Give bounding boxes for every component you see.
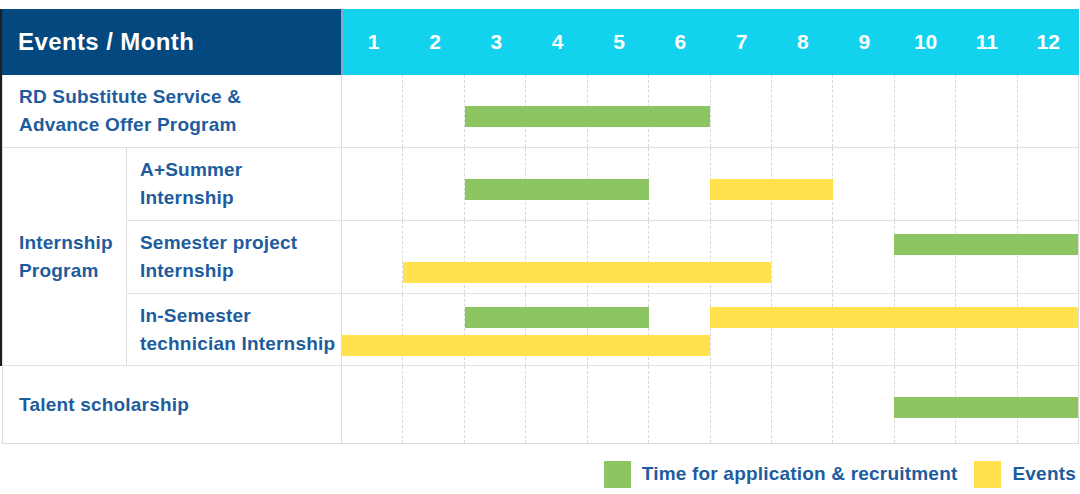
row-in-semester-technician-internship: In-Semester technician Internship — [127, 293, 1078, 365]
month-gridline-cell — [771, 294, 832, 365]
month-gridline-cell — [402, 366, 463, 443]
page-left-edge — [0, 9, 2, 366]
month-gridline-cell — [832, 75, 893, 147]
month-gridline-cell — [832, 366, 893, 443]
gantt-grid-row-a-plus-summer — [342, 148, 1078, 220]
month-gridline-cell — [771, 366, 832, 443]
row-a-plus-summer-internship: A+Summer Internship — [127, 148, 1078, 220]
month-gridline-cell — [771, 221, 832, 293]
gantt-bar-green — [465, 307, 649, 328]
gantt-bar-yellow — [342, 335, 710, 356]
row-label-in-semester-technician: In-Semester technician Internship — [127, 294, 342, 365]
table-header-row: Events / Month 1 2 3 4 5 6 7 8 9 10 11 1… — [2, 9, 1079, 75]
month-gridline-cell — [955, 221, 1016, 293]
month-gridline-cell — [342, 221, 402, 293]
row-label-semester-project: Semester project Internship — [127, 221, 342, 293]
month-gridline-cell — [710, 75, 771, 147]
row-label-line: Talent scholarship — [19, 391, 341, 419]
month-gridline-cell — [1017, 221, 1078, 293]
row-label-talent-scholarship: Talent scholarship — [3, 366, 342, 443]
month-gridline-cell — [1017, 294, 1078, 365]
internship-program-subrows: A+Summer Internship Semester project Int… — [127, 148, 1078, 365]
month-gridline-cell — [894, 221, 955, 293]
month-header-5: 5 — [588, 9, 649, 75]
month-gridline-cell — [342, 75, 402, 147]
gantt-grid-row-talent — [342, 366, 1078, 443]
row-label-a-plus-summer: A+Summer Internship — [127, 148, 342, 220]
month-gridline-cell — [832, 148, 893, 220]
month-gridline-cell — [894, 75, 955, 147]
group-label-line: Internship — [19, 229, 126, 257]
row-label-line: Internship — [140, 257, 341, 285]
gantt-bar-yellow — [403, 262, 771, 283]
row-semester-project-internship: Semester project Internship — [127, 220, 1078, 293]
month-gridline-cell — [402, 148, 463, 220]
month-gridline-cell — [1017, 75, 1078, 147]
month-gridline-cell — [894, 294, 955, 365]
month-gridline-cell — [955, 75, 1016, 147]
table-body: RD Substitute Service & Advance Offer Pr… — [2, 75, 1079, 444]
month-gridline-cell — [648, 148, 709, 220]
month-gridline-cell — [710, 366, 771, 443]
month-gridline-cell — [648, 366, 709, 443]
month-gridline-cell — [1017, 148, 1078, 220]
row-talent-scholarship: Talent scholarship — [3, 365, 1078, 443]
gantt-bar-yellow — [710, 307, 1078, 328]
month-header-4: 4 — [527, 9, 588, 75]
row-label-line: RD Substitute Service & — [19, 83, 341, 111]
legend: Time for application & recruitment Event… — [604, 458, 1076, 490]
month-header-12: 12 — [1018, 9, 1079, 75]
row-label-line: Semester project — [140, 229, 341, 257]
corner-header: Events / Month — [2, 9, 341, 75]
month-header-8: 8 — [772, 9, 833, 75]
gantt-bar-green — [894, 234, 1078, 255]
month-gridline-cell — [464, 366, 525, 443]
gantt-table: Events / Month 1 2 3 4 5 6 7 8 9 10 11 1… — [2, 9, 1079, 444]
gantt-bar-green — [465, 179, 649, 200]
month-gridline-cell — [587, 366, 648, 443]
month-header-3: 3 — [466, 9, 527, 75]
gantt-bar-green — [465, 106, 710, 127]
row-label-line: In-Semester — [140, 302, 341, 330]
month-gridline-cell — [402, 75, 463, 147]
month-gridline-cell — [342, 366, 402, 443]
month-gridline-cell — [832, 294, 893, 365]
row-label-line: Advance Offer Program — [19, 111, 341, 139]
month-gridline-cell — [894, 148, 955, 220]
month-header-9: 9 — [834, 9, 895, 75]
legend-label-application-recruitment: Time for application & recruitment — [642, 463, 958, 485]
gantt-bar-yellow — [710, 179, 833, 200]
month-header-1: 1 — [343, 9, 404, 75]
row-label-rd-substitute-service: RD Substitute Service & Advance Offer Pr… — [3, 75, 342, 147]
month-gridline-cell — [342, 148, 402, 220]
row-label-line: technician Internship — [140, 330, 341, 358]
month-gridline-cell — [955, 148, 1016, 220]
gantt-grid-row-rd — [342, 75, 1078, 147]
month-gridline-cell — [525, 366, 586, 443]
month-header-6: 6 — [650, 9, 711, 75]
gantt-grid-row-semester-project — [342, 221, 1078, 293]
gantt-bar-green — [894, 397, 1078, 418]
month-gridline-cell — [955, 294, 1016, 365]
month-header-2: 2 — [404, 9, 465, 75]
month-header-strip: 1 2 3 4 5 6 7 8 9 10 11 12 — [341, 9, 1079, 75]
legend-swatch-green — [604, 461, 631, 488]
internship-program-group: Internship Program A+Summer Internship S… — [3, 147, 1078, 365]
row-label-line: Internship — [140, 184, 341, 212]
group-label-line: Program — [19, 257, 126, 285]
month-header-7: 7 — [711, 9, 772, 75]
gantt-grid-row-in-semester — [342, 294, 1078, 365]
row-rd-substitute-service: RD Substitute Service & Advance Offer Pr… — [3, 75, 1078, 147]
month-header-10: 10 — [895, 9, 956, 75]
month-header-11: 11 — [956, 9, 1017, 75]
legend-swatch-yellow — [974, 461, 1001, 488]
legend-label-events: Events — [1012, 463, 1076, 485]
month-gridline-cell — [832, 221, 893, 293]
month-gridline-cell — [710, 294, 771, 365]
month-gridline-cell — [771, 75, 832, 147]
row-label-line: A+Summer — [140, 156, 341, 184]
group-label-internship-program: Internship Program — [3, 148, 127, 365]
